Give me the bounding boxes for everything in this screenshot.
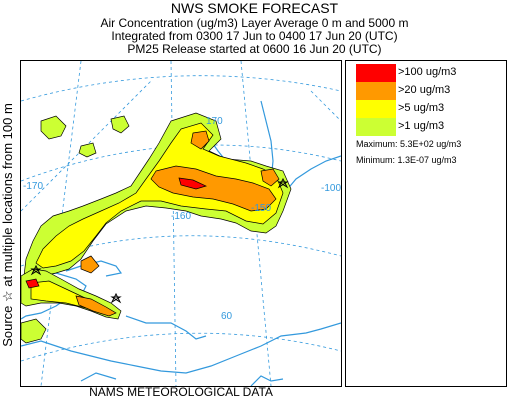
legend-label: >1 ug/m3 (398, 120, 445, 132)
grid-label: -150 (251, 203, 271, 214)
legend-swatch (356, 100, 396, 118)
data-source-footer: NAMS METEOROLOGICAL DATA (89, 385, 273, 399)
grid-label: -160 (171, 211, 191, 222)
maximum-value: Maximum: 5.3E+02 ug/m3 (356, 139, 462, 149)
source-marker-icon (30, 177, 289, 304)
concentration-legend: >100 ug/m3 >20 ug/m3 >5 ug/m3 >1 ug/m3 M… (345, 60, 507, 387)
grid-labels: 170 -170 -160 -150 -100 60 (23, 116, 341, 322)
legend-swatch (356, 64, 396, 82)
legend-label: >100 ug/m3 (398, 66, 457, 78)
legend-swatch (356, 82, 396, 100)
legend-item: >5 ug/m3 (356, 100, 503, 118)
plume-gt20 (75, 130, 280, 317)
source-location-note: Source ☆ at multiple locations from 100 … (0, 60, 16, 390)
forecast-title: NWS SMOKE FORECAST (170, 0, 339, 16)
legend-label: >5 ug/m3 (398, 102, 445, 114)
minimum-value: Minimum: 1.3E-07 ug/m3 (356, 155, 457, 165)
plume-gt100 (25, 177, 207, 289)
legend-swatch (356, 118, 396, 136)
grid-label: 170 (206, 116, 223, 127)
map-canvas: 170 -170 -160 -150 -100 60 (21, 61, 341, 386)
grid-label: -170 (23, 181, 43, 192)
source-location-text: Source ☆ at multiple locations from 100 … (0, 103, 15, 347)
concentration-layer-line: Air Concentration (ug/m3) Layer Average … (100, 16, 409, 30)
legend-item: >20 ug/m3 (356, 82, 503, 100)
smoke-map: 170 -170 -160 -150 -100 60 (20, 60, 342, 387)
integration-period-line: Integrated from 0300 17 Jun to 0400 17 J… (111, 29, 398, 43)
legend-item: >1 ug/m3 (356, 118, 503, 136)
release-start-line: PM25 Release started at 0600 16 Jun 20 (… (127, 42, 382, 56)
legend-item: >100 ug/m3 (356, 64, 503, 82)
legend-label: >20 ug/m3 (398, 84, 451, 96)
grid-label: 60 (221, 311, 233, 322)
grid-label: -100 (321, 183, 341, 194)
